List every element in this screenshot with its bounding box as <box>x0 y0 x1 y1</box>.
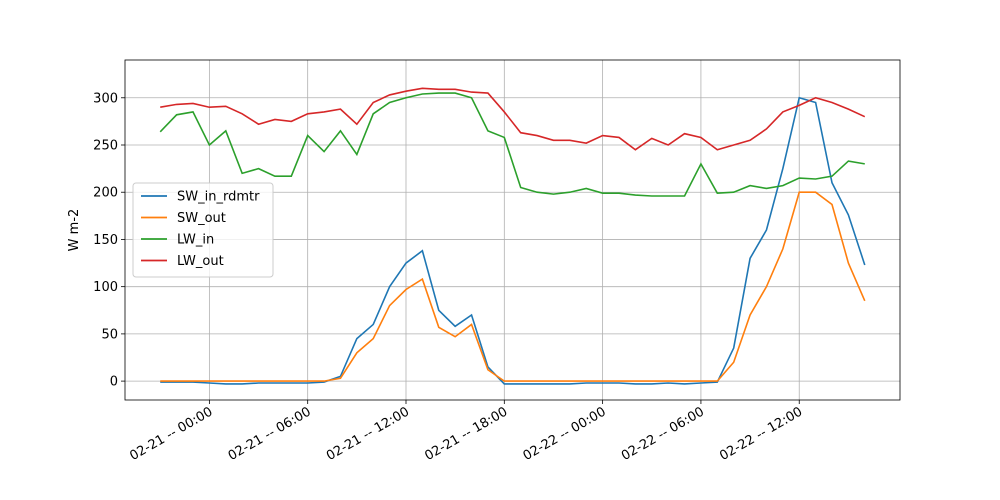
legend-label: SW_in_rdmtr <box>177 190 260 205</box>
legend-box <box>132 182 274 278</box>
legend-label: LW_out <box>177 254 224 269</box>
series-line <box>160 87 866 151</box>
series-line <box>159 92 865 197</box>
series-line <box>160 191 866 382</box>
x-tick-label: 02-22 -- 06:00 <box>619 404 707 463</box>
x-tick-label: 02-21 -- 12:00 <box>324 404 412 463</box>
plot-frame <box>124 59 901 401</box>
legend-label: SW_out <box>177 211 226 226</box>
x-tick-label: 02-21 -- 18:00 <box>422 404 510 463</box>
y-axis-label: W m-2 <box>67 209 82 252</box>
x-tick-label: 02-22 -- 00:00 <box>521 404 609 463</box>
y-tick-label: 0 <box>110 375 118 390</box>
y-tick-label: 200 <box>93 186 118 201</box>
y-tick-label: 150 <box>93 233 118 248</box>
x-tick-label: 02-22 -- 12:00 <box>717 404 805 463</box>
y-tick-label: 300 <box>93 91 118 106</box>
series-line <box>160 96 866 385</box>
y-tick-label: 50 <box>101 327 118 342</box>
x-tick-label: 02-21 -- 06:00 <box>226 404 314 463</box>
x-tick-label: 02-21 -- 00:00 <box>127 404 215 463</box>
y-tick-label: 100 <box>93 280 118 295</box>
y-tick-label: 250 <box>93 139 118 154</box>
legend-label: LW_in <box>177 233 214 248</box>
legend: SW_in_rdmtr SW_out LW_in LW_out <box>132 182 274 278</box>
